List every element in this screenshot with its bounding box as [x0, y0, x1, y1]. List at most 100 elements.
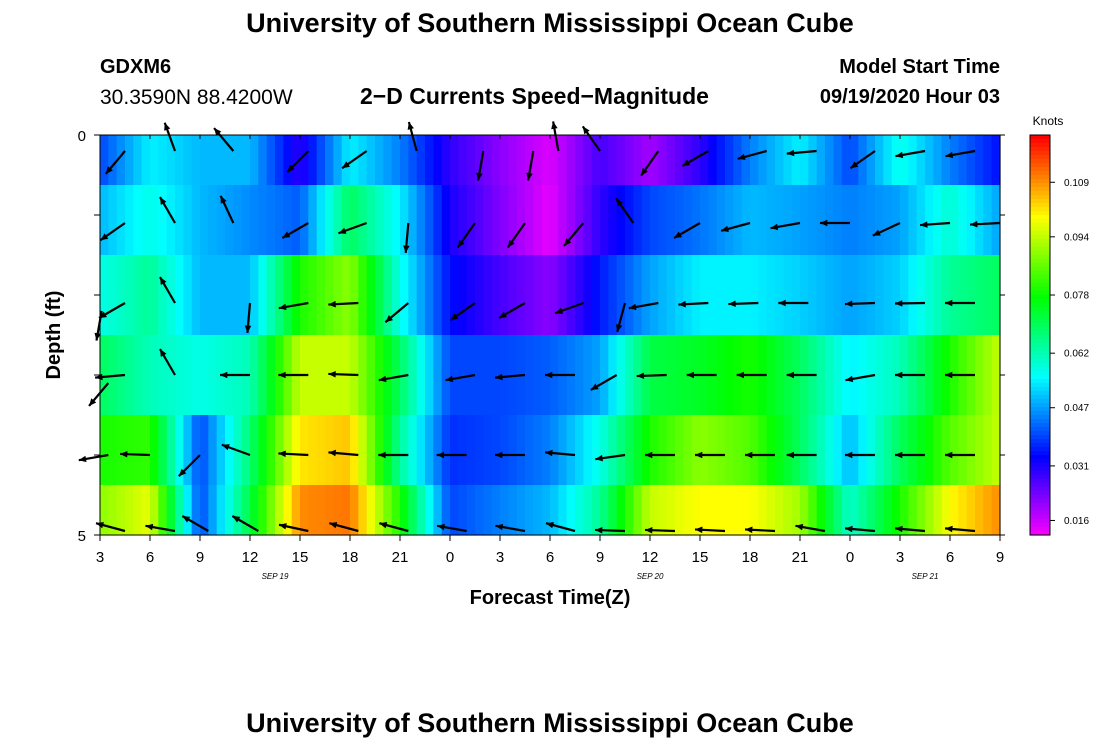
heatmap-cell [416, 255, 426, 336]
heatmap-cell [708, 135, 718, 186]
heatmap-cell [566, 185, 576, 256]
current-vector-arrow [945, 525, 976, 533]
heatmap-cell [550, 135, 559, 186]
heatmap-cell [566, 255, 576, 336]
current-vector-arrow [545, 449, 576, 457]
heatmap-cell [575, 415, 584, 486]
heatmap-cell [766, 335, 776, 416]
heatmap-cell [375, 135, 384, 186]
colorbar-tick-label: 0.016 [1064, 516, 1089, 527]
arrow-head [636, 372, 645, 380]
heatmap-cell [816, 335, 826, 416]
y-tick-label-bottom: 5 [78, 528, 86, 545]
heatmap-cell [975, 335, 984, 416]
current-vector-arrow [844, 300, 876, 308]
model-start-label: Model Start Time [839, 56, 1000, 78]
heatmap-cell [258, 335, 268, 416]
current-vector-arrow [644, 526, 676, 534]
current-vector-arrow [590, 374, 618, 391]
heatmap-cell [616, 335, 626, 416]
date-label: SEP 21 [912, 572, 939, 581]
heatmap-cell [116, 415, 126, 486]
current-vector-arrow [278, 523, 309, 533]
current-vector-arrow [786, 451, 817, 459]
heatmap-cell [308, 485, 318, 536]
heatmap-cell [250, 415, 259, 486]
heatmap-cell [975, 415, 984, 486]
current-vector-arrow [786, 149, 817, 157]
colorbar-segment [1030, 339, 1050, 344]
heatmap-cell [391, 415, 401, 486]
arrow-head [786, 371, 794, 379]
heatmap-cell [433, 185, 443, 256]
heatmap-cell [508, 185, 518, 256]
heatmap-cell [958, 185, 968, 256]
colorbar-segment [1030, 463, 1050, 468]
current-vector-arrow [498, 302, 526, 319]
colorbar-segment [1030, 423, 1050, 428]
heatmap-cell [166, 185, 176, 256]
heatmap-cell [366, 335, 376, 416]
heatmap-cell [591, 335, 601, 416]
current-vector-arrow [894, 300, 926, 307]
heatmap-cell [983, 135, 993, 186]
arrow-head [164, 122, 171, 131]
current-vector-arrow [795, 523, 826, 533]
current-vector-arrow [872, 222, 901, 237]
current-vector-arrow [328, 370, 359, 378]
heatmap-cell [525, 255, 534, 336]
heatmap-cell [766, 135, 776, 186]
heatmap-cell [833, 255, 843, 336]
heatmap-cell [841, 135, 851, 186]
x-axis-label: Forecast Time(Z) [470, 587, 631, 609]
heatmap-cell [241, 415, 251, 486]
heatmap-cell [675, 185, 684, 256]
current-vector-arrow [945, 371, 975, 379]
heatmap-cell [866, 415, 876, 486]
heatmap-cell [783, 415, 793, 486]
heatmap-cell [833, 135, 843, 186]
heatmap-cell [108, 485, 118, 536]
current-vector-arrow [545, 521, 576, 533]
colorbar-tick-label: 0.047 [1064, 403, 1089, 414]
heatmap-cell [625, 485, 634, 536]
current-vector-arrow [278, 371, 309, 379]
heatmap-cell [600, 485, 609, 536]
heatmap-cell [200, 415, 209, 486]
heatmap-cell [983, 185, 993, 256]
arrow-head [89, 398, 97, 406]
current-vector-arrow [219, 195, 235, 224]
current-vector-arrow [694, 526, 726, 534]
heatmap-cell [383, 335, 393, 416]
arrow-head [736, 371, 744, 379]
arrow-head [545, 449, 553, 457]
current-vector-arrow [554, 301, 584, 315]
heatmap-cell [533, 255, 543, 336]
heatmap-cell [525, 415, 534, 486]
heatmap-cell [441, 135, 451, 186]
heatmap-cell [575, 335, 584, 416]
heatmap-cell [958, 415, 968, 486]
heatmap-cell [666, 485, 676, 536]
heatmap-cell [150, 335, 159, 416]
heatmap-cell [441, 415, 451, 486]
heatmap-cell [450, 255, 459, 336]
colorbar-segment [1030, 487, 1050, 492]
heatmap-cell [583, 135, 593, 186]
heatmap-cell [775, 335, 784, 416]
current-vector-arrow [407, 121, 418, 152]
colorbar-segment [1030, 431, 1050, 436]
heatmap-cell [766, 485, 776, 536]
heatmap-cell [500, 255, 509, 336]
arrow-head [328, 300, 336, 308]
heatmap-cell [216, 255, 226, 336]
arrow-head [820, 219, 828, 227]
current-vector-arrow [159, 196, 176, 224]
heatmap-cell [266, 255, 276, 336]
current-vector-arrow [728, 300, 759, 308]
arrow-head [403, 245, 410, 253]
heatmap-cell [400, 415, 409, 486]
current-vector-arrow [286, 150, 310, 173]
heatmap-cell [100, 135, 109, 186]
colorbar-tick-label: 0.094 [1064, 232, 1089, 243]
